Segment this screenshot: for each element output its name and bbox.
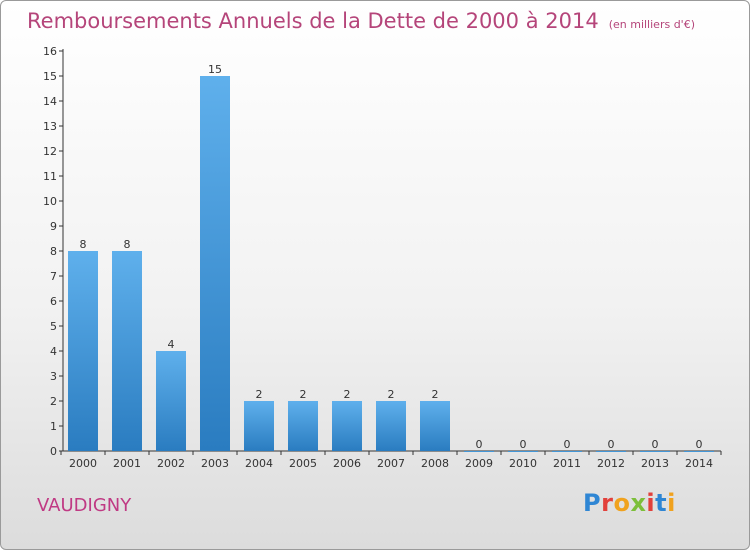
bar [332, 401, 362, 451]
bar [288, 401, 318, 451]
logo-letter: t [655, 489, 668, 517]
data-label: 0 [696, 438, 703, 451]
chart-title-text: Remboursements Annuels de la Dette de 20… [27, 9, 599, 33]
logo-letter: i [667, 489, 676, 517]
data-label: 0 [564, 438, 571, 451]
x-tick-label: 2007 [377, 457, 405, 470]
bar [552, 451, 582, 452]
bar [508, 451, 538, 452]
bar [596, 451, 626, 452]
data-label: 2 [256, 388, 263, 401]
x-tick-label: 2001 [113, 457, 141, 470]
y-tick-label: 10 [43, 195, 57, 208]
proxiti-logo: Proxiti [583, 489, 676, 517]
x-tick-label: 2000 [69, 457, 97, 470]
data-label: 0 [652, 438, 659, 451]
chart-unit: (en milliers d'€) [608, 18, 695, 31]
bar [244, 401, 274, 451]
y-tick-label: 6 [50, 295, 57, 308]
x-tick-label: 2011 [553, 457, 581, 470]
y-tick-label: 4 [50, 345, 57, 358]
bar [640, 451, 670, 452]
y-tick-label: 14 [43, 95, 57, 108]
commune-name: VAUDIGNY [37, 495, 132, 516]
x-tick-label: 2009 [465, 457, 493, 470]
y-tick-label: 1 [50, 420, 57, 433]
y-tick-label: 8 [50, 245, 57, 258]
y-tick-label: 5 [50, 320, 57, 333]
y-tick-label: 7 [50, 270, 57, 283]
x-tick-label: 2010 [509, 457, 537, 470]
data-label: 2 [344, 388, 351, 401]
x-tick-label: 2004 [245, 457, 273, 470]
y-tick-label: 2 [50, 395, 57, 408]
bar [112, 251, 142, 451]
bar [200, 76, 230, 451]
x-tick-label: 2014 [685, 457, 713, 470]
logo-letter: i [646, 489, 656, 517]
y-tick-label: 13 [43, 120, 57, 133]
data-label: 2 [388, 388, 395, 401]
data-label: 0 [476, 438, 483, 451]
logo-letter: r [601, 489, 614, 517]
data-label: 2 [432, 388, 439, 401]
y-tick-label: 11 [43, 170, 57, 183]
x-tick-label: 2006 [333, 457, 361, 470]
data-label: 8 [124, 238, 131, 251]
x-tick-label: 2005 [289, 457, 317, 470]
logo-letter: o [613, 489, 631, 517]
x-tick-label: 2012 [597, 457, 625, 470]
y-tick-label: 12 [43, 145, 57, 158]
bar [684, 451, 714, 452]
logo-letter: x [630, 489, 647, 517]
bar [464, 451, 494, 452]
bar [376, 401, 406, 451]
y-tick-label: 9 [50, 220, 57, 233]
data-label: 0 [608, 438, 615, 451]
x-tick-label: 2013 [641, 457, 669, 470]
bar [420, 401, 450, 451]
bar [156, 351, 186, 451]
data-label: 4 [168, 338, 175, 351]
bar [68, 251, 98, 451]
y-tick-label: 3 [50, 370, 57, 383]
data-label: 2 [300, 388, 307, 401]
chart-title: Remboursements Annuels de la Dette de 20… [27, 9, 695, 33]
y-tick-label: 0 [50, 445, 57, 458]
y-tick-label: 15 [43, 70, 57, 83]
x-tick-label: 2008 [421, 457, 449, 470]
data-label: 8 [80, 238, 87, 251]
x-tick-label: 2003 [201, 457, 229, 470]
x-tick-label: 2002 [157, 457, 185, 470]
data-label: 0 [520, 438, 527, 451]
data-label: 15 [208, 63, 222, 76]
logo-letter: P [583, 489, 602, 517]
y-tick-label: 16 [43, 45, 57, 58]
